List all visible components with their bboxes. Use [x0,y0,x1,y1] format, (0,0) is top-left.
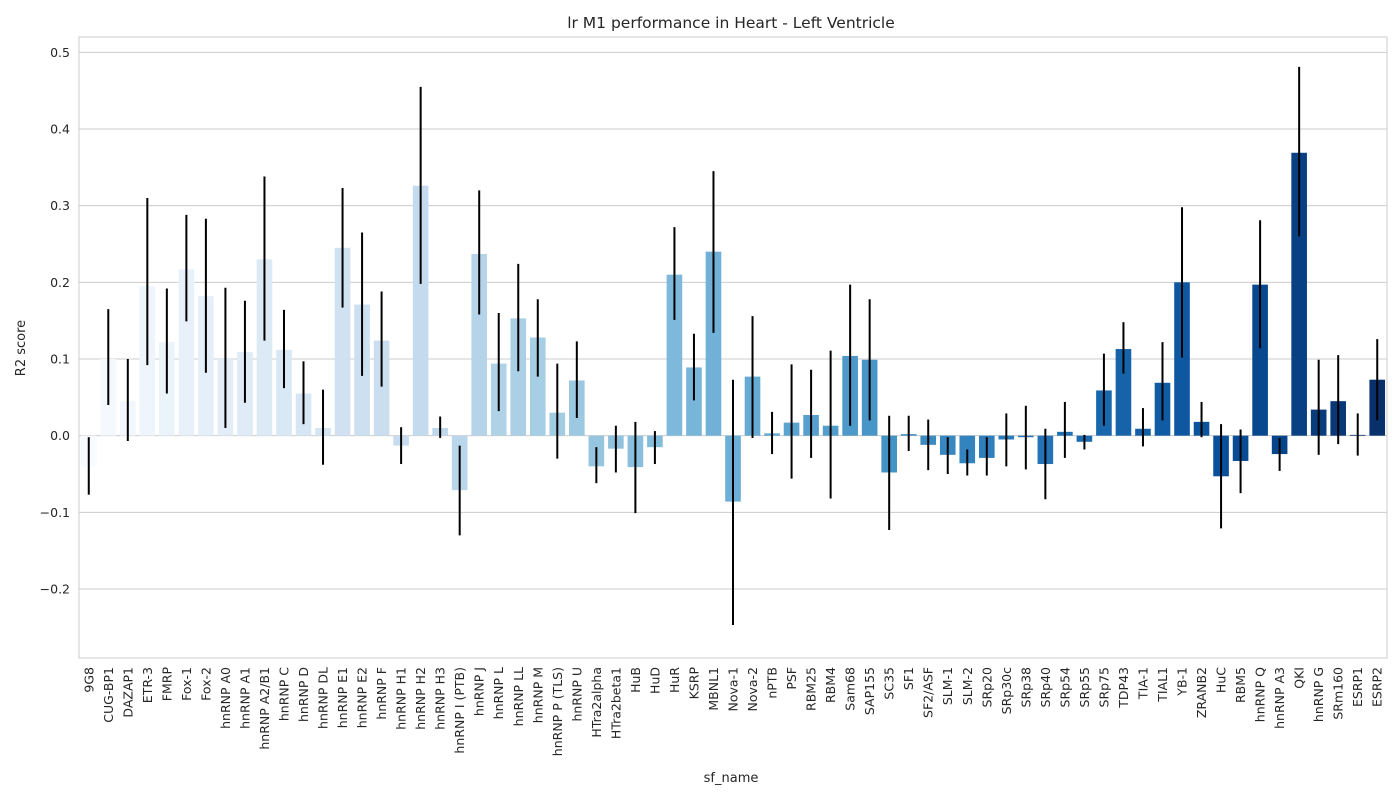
x-tick-label: SRp40 [1038,667,1053,708]
x-tick-label: Nova-2 [745,667,760,712]
y-tick-label: 0.2 [50,275,70,290]
x-tick-label: hnRNP I (PTB) [452,667,467,754]
x-tick-label: hnRNP C [276,667,291,721]
bar [1291,152,1307,436]
x-tick-label: KSRP [686,667,701,700]
x-tick-label: TDP43 [1116,667,1131,709]
x-tick-label: Nova-1 [726,667,741,712]
x-tick-label: RBM4 [823,667,838,703]
x-tick-label: hnRNP E2 [355,667,370,728]
x-tick-label: hnRNP A2/B1 [257,667,272,750]
y-tick-label: 0.3 [50,198,70,213]
x-tick-label: ETR-3 [140,667,155,703]
x-tick-label: hnRNP U [569,667,584,722]
x-tick-label: hnRNP D [296,667,311,722]
x-tick-label: hnRNP H2 [413,667,428,730]
x-tick-label: SRp38 [1018,667,1033,708]
y-axis-label: R2 score [14,320,29,376]
x-tick-label: MBNL1 [706,667,721,711]
bar [412,185,429,436]
x-tick-label: SLM-2 [960,667,975,705]
bar [178,269,195,436]
x-tick-label: PSF [784,667,799,690]
bar [686,367,702,436]
bar [666,274,683,436]
bar [334,247,351,436]
x-tick-label: RBM25 [804,667,819,711]
x-tick-label: Fox-2 [198,667,213,701]
x-tick-label: hnRNP P (TLS) [550,667,565,756]
y-tick-label: 0.4 [50,122,70,137]
x-tick-label: hnRNP H3 [433,667,448,730]
y-tick-label: −0.1 [40,505,70,520]
bar [1174,282,1190,436]
x-tick-label: SF2/ASF [921,667,936,718]
x-tick-label: SF1 [901,667,916,690]
y-tick-label: 0.5 [50,45,70,60]
x-tick-label: nPTB [765,667,780,699]
x-tick-label: DAZAP1 [120,667,135,718]
x-tick-label: HTra2beta1 [608,667,623,739]
x-tick-label: hnRNP A3 [1272,667,1287,729]
plot-frame [78,36,1388,659]
x-tick-label: HuD [647,667,662,694]
x-tick-label: hnRNP H1 [394,667,409,730]
x-tick-label: hnRNP DL [316,667,331,729]
x-tick-label: SAP155 [862,667,877,715]
bar [1115,349,1132,436]
x-tick-label: HuC [1214,667,1229,693]
bar [256,259,273,436]
x-tick-label: hnRNP M [530,667,545,723]
x-tick-label: Sam68 [843,667,858,711]
y-tick-label: 0.1 [50,352,70,367]
x-tick-label: SRp30c [999,667,1014,714]
x-tick-label: TIAL1 [1155,667,1170,703]
x-tick-label: CUG-BP1 [101,667,116,723]
x-tick-label: hnRNP J [472,667,487,716]
x-tick-label: TIA-1 [1135,667,1150,700]
x-tick-label: hnRNP A0 [218,667,233,729]
x-axis-label: sf_name [704,771,759,786]
x-tick-label: hnRNP E1 [335,667,350,728]
x-tick-label: ESRP1 [1350,667,1365,707]
x-tick-label: FMRP [159,667,174,702]
error-bars [87,66,1379,626]
x-tick-label: ZRANB2 [1194,667,1209,718]
x-tick-label: HuR [667,667,682,693]
y-tick-labels: −0.2 −0.1 0.0 0.1 0.2 0.3 0.4 0.5 [40,45,70,597]
x-tick-label: SC35 [882,667,897,700]
x-tick-label: hnRNP L [491,667,506,719]
x-tick-label: hnRNP G [1311,667,1326,722]
x-tick-label: SRp55 [1077,667,1092,707]
x-tick-label: SRp20 [979,667,994,708]
x-tick-label: RBM5 [1233,667,1248,703]
bar [276,349,292,436]
bar [471,253,488,436]
x-tick-label: SRm160 [1331,667,1346,720]
x-tick-label: QKI [1292,667,1307,689]
bar [529,337,546,436]
x-tick-label: YB-1 [1175,667,1190,697]
bar [1252,284,1268,436]
x-tick-label: hnRNP A1 [237,667,252,729]
bar [373,340,390,436]
x-tick-label: hnRNP LL [511,667,526,726]
x-tick-label: hnRNP Q [1253,667,1268,722]
x-tick-label: 9G8 [81,667,96,693]
x-tick-label: Fox-1 [179,667,194,701]
x-tick-label: HuB [628,667,643,693]
x-tick-labels: 9G8 CUG-BP1 DAZAP1 ETR-3 FMRP Fox-1 Fox-2 hnRNP… [81,667,1384,757]
x-tick-label: SLM-1 [940,667,955,705]
y-tick-label: −0.2 [40,582,70,597]
bar [510,318,527,436]
chart-title: lr M1 performance in Heart - Left Ventri… [567,14,895,32]
x-tick-label: HTra2alpha [589,667,604,738]
x-tick-label: SRp54 [1057,667,1072,708]
x-tick-label: ESRP2 [1370,667,1385,707]
bar [705,251,722,436]
x-tick-label: SRp75 [1096,667,1111,707]
y-tick-label: 0.0 [50,428,70,443]
x-tick-label: hnRNP F [374,667,389,720]
